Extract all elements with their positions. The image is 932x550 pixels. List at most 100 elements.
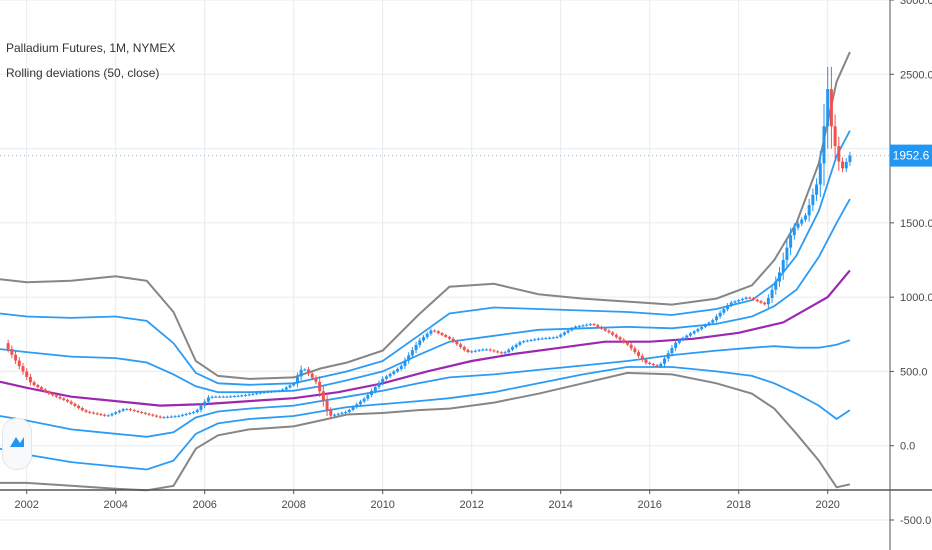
candle-body bbox=[574, 326, 578, 329]
candle-body bbox=[733, 301, 737, 303]
candle-body bbox=[436, 331, 440, 334]
indicator-title[interactable]: Rolling deviations (50, close) bbox=[6, 66, 160, 80]
candle-body bbox=[243, 395, 247, 397]
candle-body bbox=[844, 161, 848, 169]
candle-body bbox=[384, 376, 388, 379]
candle-body bbox=[477, 350, 481, 352]
candle-body bbox=[841, 161, 845, 169]
candle-body bbox=[766, 297, 770, 305]
candle-body bbox=[40, 387, 44, 390]
chart-legend: Palladium Futures, 1M, NYMEX Rolling dev… bbox=[6, 36, 175, 86]
candle-body bbox=[811, 194, 815, 206]
candle-body bbox=[466, 349, 470, 352]
candle-body bbox=[117, 410, 121, 413]
candle-body bbox=[225, 396, 229, 398]
candle-body bbox=[332, 414, 336, 416]
candle-body bbox=[403, 360, 407, 366]
candle-body bbox=[110, 413, 114, 416]
candle-body bbox=[62, 398, 66, 400]
chart-grid bbox=[0, 0, 890, 521]
candle-body bbox=[592, 324, 596, 326]
candle-body bbox=[700, 326, 704, 330]
candle-body bbox=[744, 297, 748, 299]
candle-body bbox=[451, 338, 455, 342]
y-tick-label: 3000.0 bbox=[900, 0, 932, 7]
candle-body bbox=[503, 352, 507, 354]
candle-body bbox=[577, 325, 581, 327]
candle-body bbox=[740, 298, 744, 301]
y-tick-label: -500.0 bbox=[900, 515, 931, 527]
candle-body bbox=[132, 410, 136, 412]
candle-body bbox=[429, 330, 433, 334]
candle-body bbox=[488, 349, 492, 351]
candle-body bbox=[815, 184, 819, 195]
candle-body bbox=[596, 325, 600, 327]
candle-body bbox=[99, 414, 103, 416]
candle-body bbox=[651, 364, 655, 366]
candle-body bbox=[210, 396, 214, 398]
candle-body bbox=[737, 300, 741, 302]
candle-body bbox=[644, 359, 648, 363]
candle-body bbox=[548, 337, 552, 339]
candle-body bbox=[140, 411, 144, 413]
candle-body bbox=[770, 289, 774, 298]
candle-body bbox=[837, 146, 841, 162]
candle-body bbox=[533, 339, 537, 341]
candle-body bbox=[570, 328, 574, 331]
candle-body bbox=[392, 371, 396, 374]
candle-body bbox=[826, 89, 830, 127]
candle-body bbox=[180, 414, 184, 416]
candle-body bbox=[336, 413, 340, 415]
candle-body bbox=[759, 301, 763, 303]
candle-body bbox=[755, 299, 759, 302]
price-badge-bg bbox=[890, 144, 932, 167]
candle-body bbox=[659, 363, 663, 367]
candle-body bbox=[529, 339, 533, 341]
candle-body bbox=[114, 412, 118, 414]
candle-body bbox=[763, 302, 767, 305]
candle-body bbox=[173, 416, 177, 418]
tradingview-logo-icon[interactable] bbox=[2, 418, 32, 470]
candle-body bbox=[6, 343, 10, 349]
band-line-+3σ bbox=[0, 51, 851, 380]
candle-body bbox=[51, 393, 55, 396]
candle-body bbox=[236, 395, 240, 397]
candle-body bbox=[803, 215, 807, 220]
candle-body bbox=[251, 393, 255, 395]
candle-body bbox=[414, 344, 418, 351]
candle-body bbox=[848, 155, 852, 162]
candle-body bbox=[792, 227, 796, 236]
candle-body bbox=[492, 350, 496, 352]
candle-body bbox=[588, 324, 592, 326]
candle-body bbox=[718, 312, 722, 317]
candle-body bbox=[177, 415, 181, 417]
candle-body bbox=[603, 328, 607, 331]
candle-body bbox=[69, 401, 73, 404]
candle-body bbox=[14, 354, 18, 361]
candle-body bbox=[262, 392, 266, 394]
candle-body bbox=[748, 297, 752, 299]
candle-body bbox=[722, 309, 726, 313]
candle-body bbox=[366, 394, 370, 399]
candle-body bbox=[381, 378, 385, 383]
candle-body bbox=[433, 330, 437, 332]
candle-body bbox=[106, 415, 110, 417]
candle-body bbox=[162, 417, 166, 419]
symbol-title[interactable]: Palladium Futures, 1M, NYMEX bbox=[6, 41, 176, 55]
candle-body bbox=[273, 391, 277, 393]
candle-body bbox=[258, 392, 262, 394]
x-tick-label: 2004 bbox=[103, 499, 127, 511]
candle-body bbox=[455, 341, 459, 345]
candle-body bbox=[158, 416, 162, 418]
candle-body bbox=[203, 401, 207, 406]
candle-body bbox=[726, 305, 730, 310]
candle-body bbox=[822, 126, 826, 164]
candle-body bbox=[685, 335, 689, 338]
candle-body bbox=[459, 344, 463, 348]
candle-body bbox=[95, 413, 99, 415]
candle-body bbox=[540, 338, 544, 340]
candle-body bbox=[373, 386, 377, 391]
candle-body bbox=[618, 337, 622, 340]
candle-body bbox=[28, 376, 32, 383]
